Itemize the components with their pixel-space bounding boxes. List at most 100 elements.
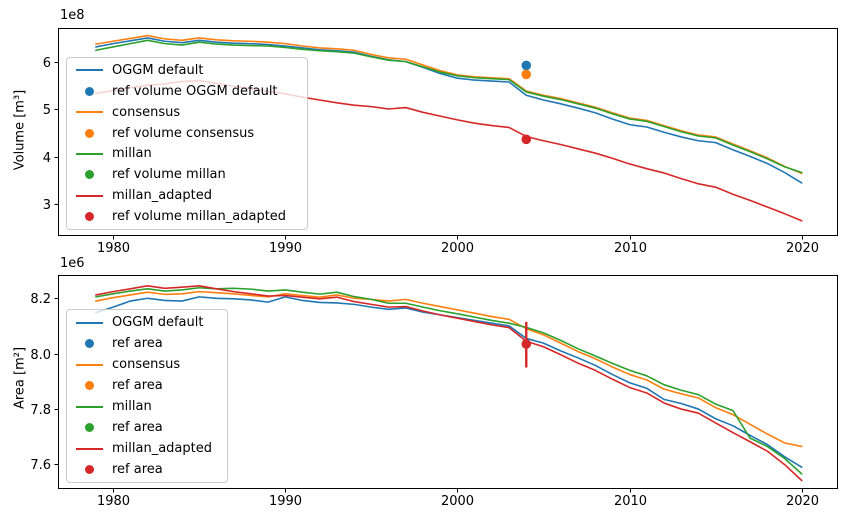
legend-marker-icon [76, 465, 103, 474]
y-tick-label: 7.6 [30, 458, 51, 473]
legend-item-oggm-default-0: OGGM default [76, 63, 298, 78]
legend-label: ref area [112, 336, 163, 351]
legend-label: ref volume millan [112, 167, 226, 183]
legend-label: millan [112, 146, 152, 162]
line-swatch [76, 111, 103, 114]
legend-line-icon [76, 447, 103, 450]
area-axis-label: Area [m²] [12, 346, 28, 410]
line-swatch [76, 405, 103, 408]
volume-line-oggm-default [95, 37, 803, 184]
legend-line-icon [76, 111, 103, 114]
area-legend: OGGM default ref area consensus ref area mil… [66, 309, 228, 483]
legend-label: ref volume OGGM default [112, 83, 278, 99]
y-tick-label: 8.0 [30, 348, 51, 363]
line-swatch [76, 363, 103, 366]
legend-label: OGGM default [112, 62, 204, 78]
legend-marker-icon [76, 212, 103, 222]
legend-line-icon [76, 363, 103, 366]
ref-marker-ref-area-d62728 [521, 339, 532, 349]
legend-label: OGGM default [112, 315, 204, 330]
dot-swatch [85, 86, 94, 96]
volume-line-consensus [95, 34, 803, 175]
legend-marker-icon [76, 170, 103, 180]
area-subplot: 1980 1990 2000 2010 2020 7.6 7.8 8.0 8.2 [30, 275, 838, 509]
x-tick-label: 1980 [97, 494, 130, 509]
legend-item-ref-area-7: ref area [76, 462, 218, 477]
dot-swatch [85, 339, 94, 348]
legend-label: ref area [112, 462, 163, 477]
x-tick-label: 1980 [97, 241, 130, 256]
legend-marker-icon [76, 128, 103, 138]
legend-marker-icon [76, 339, 103, 348]
legend-label: consensus [112, 357, 181, 372]
legend-label: millan_adapted [112, 441, 212, 456]
x-tick-label: 2010 [614, 494, 647, 509]
legend-label: ref area [112, 378, 163, 393]
ref-marker-ref-volume-millan-adapted-d62728 [521, 134, 532, 145]
legend-item-ref-volume-consensus-3: ref volume consensus [76, 126, 298, 141]
legend-item-ref-area-5: ref area [76, 420, 218, 435]
legend-marker-icon [76, 86, 103, 96]
legend-item-ref-volume-oggm-default-1: ref volume OGGM default [76, 84, 298, 99]
legend-label: ref area [112, 420, 163, 435]
y-tick-label: 5 [43, 103, 51, 118]
legend-item-consensus-2: consensus [76, 357, 218, 372]
legend-line-icon [76, 321, 103, 324]
y-tick-label: 3 [43, 198, 51, 213]
volume-axis-label: Volume [m³] [12, 89, 28, 171]
legend-line-icon [76, 194, 103, 197]
legend-item-ref-volume-millan-adapted-7: ref volume millan_adapted [76, 209, 298, 224]
axes-frame [58, 28, 838, 236]
x-tick-label: 2020 [786, 494, 819, 509]
legend-label: ref volume millan_adapted [112, 209, 287, 225]
legend-label: ref volume consensus [112, 125, 255, 141]
x-tick-label: 2000 [441, 241, 474, 256]
legend-item-millan-adapted-6: millan_adapted [76, 441, 218, 456]
legend-marker-icon [76, 423, 103, 432]
ref-marker-ref-volume-oggm-default-1f77b4 [521, 60, 532, 71]
dot-swatch [85, 128, 94, 138]
legend-line-icon [76, 69, 103, 72]
dot-swatch [85, 465, 94, 474]
ref-marker-ref-volume-consensus-ff7f0e [521, 69, 532, 80]
volume-line-millan [95, 39, 803, 174]
legend-item-ref-volume-millan-5: ref volume millan [76, 167, 298, 182]
legend-item-oggm-default-0: OGGM default [76, 315, 218, 330]
line-swatch [76, 321, 103, 324]
line-swatch [76, 69, 103, 72]
legend-item-millan-4: millan [76, 146, 298, 161]
legend-item-ref-area-1: ref area [76, 336, 218, 351]
area-line-consensus [95, 290, 803, 448]
dot-swatch [85, 212, 94, 222]
y-tick-label: 8.2 [30, 292, 51, 307]
legend-label: millan [112, 399, 152, 414]
legend-line-icon [76, 152, 103, 155]
x-tick-label: 1990 [269, 494, 302, 509]
area-line-millan-adapted [95, 284, 803, 482]
line-swatch [76, 152, 103, 155]
legend-line-icon [76, 405, 103, 408]
volume-legend: OGGM default ref volume OGGM default conse… [66, 57, 308, 230]
volume-offset-label: 1e8 [60, 8, 85, 23]
dot-swatch [85, 381, 94, 390]
legend-item-millan-4: millan [76, 399, 218, 414]
y-tick-label: 7.8 [30, 403, 51, 418]
x-tick-label: 2020 [786, 241, 819, 256]
x-tick-label: 2010 [614, 241, 647, 256]
line-swatch [76, 447, 103, 450]
y-tick-label: 4 [43, 151, 51, 166]
legend-label: millan_adapted [112, 188, 212, 204]
dot-swatch [85, 170, 94, 180]
legend-label: consensus [112, 104, 181, 120]
x-tick-label: 2000 [441, 494, 474, 509]
legend-marker-icon [76, 381, 103, 390]
dot-swatch [85, 423, 94, 432]
line-swatch [76, 194, 103, 197]
axes-frame [58, 275, 838, 489]
y-tick-label: 6 [43, 56, 51, 71]
legend-item-ref-area-3: ref area [76, 378, 218, 393]
area-offset-label: 1e6 [60, 256, 85, 271]
x-tick-label: 1990 [269, 241, 302, 256]
